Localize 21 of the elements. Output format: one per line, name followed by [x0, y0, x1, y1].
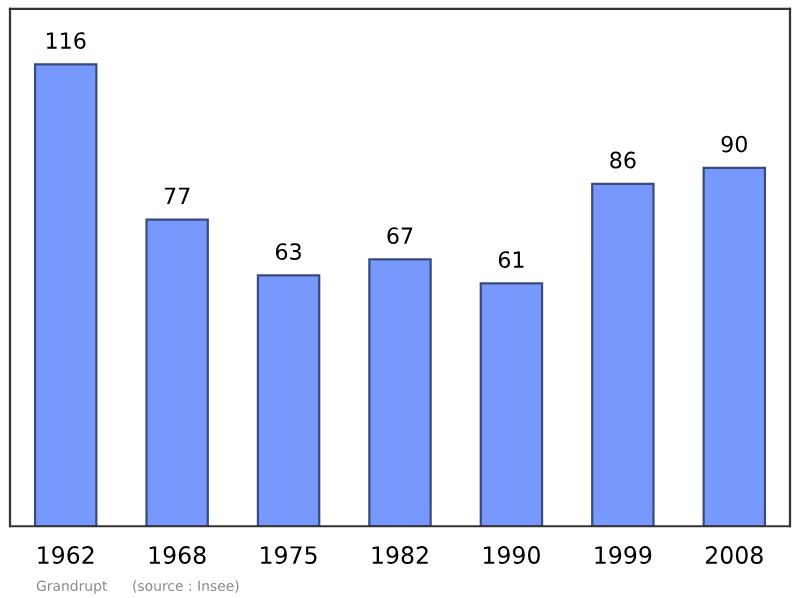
- x-tick-label: 1968: [149, 546, 206, 564]
- bar: [479, 282, 544, 527]
- x-tick-label: 1975: [261, 546, 317, 564]
- bar: [591, 182, 655, 527]
- data-label: 90: [721, 135, 747, 153]
- data-label: 61: [498, 251, 524, 268]
- x-tick-label: 2008: [705, 546, 763, 564]
- bar: [256, 274, 321, 527]
- x-tick-label: 1962: [38, 546, 94, 564]
- bar: [33, 63, 98, 527]
- data-label: 86: [610, 151, 636, 169]
- data-label: 67: [387, 227, 413, 245]
- x-tick-label: 1999: [595, 546, 652, 564]
- data-label: 63: [275, 243, 301, 260]
- x-tick-label: 1982: [372, 546, 428, 564]
- data-label: 77: [164, 187, 190, 204]
- x-tick-label: 1990: [483, 546, 540, 564]
- bar: [702, 166, 767, 527]
- bar: [368, 258, 432, 527]
- bar: [145, 218, 209, 527]
- data-label: 116: [46, 32, 86, 49]
